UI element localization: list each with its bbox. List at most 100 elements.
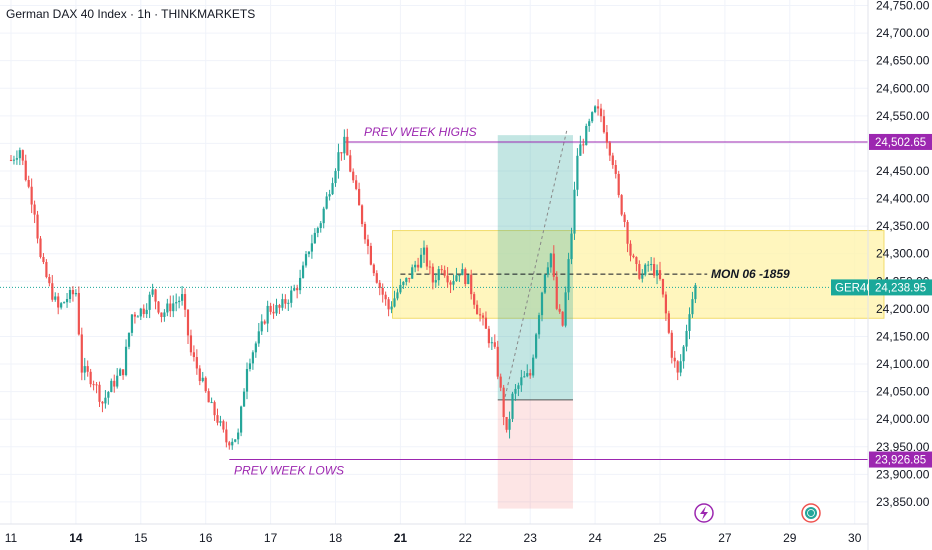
candle-body: [419, 254, 423, 268]
candle-body: [676, 361, 679, 373]
lightning-icon: [700, 506, 708, 520]
candle-body: [337, 152, 340, 171]
economic-event-badge[interactable]: [801, 503, 821, 523]
chart-title: German DAX 40 Index · 1h · THINKMARKETS: [6, 7, 255, 21]
candle-body: [561, 311, 564, 326]
candle-body: [181, 294, 184, 301]
candle-body: [51, 283, 54, 300]
candle-body: [476, 304, 479, 315]
candle-body: [139, 308, 142, 317]
candle-body: [119, 369, 122, 376]
candle-body: [178, 300, 181, 303]
candle-body: [169, 303, 172, 312]
candle-body: [653, 264, 656, 276]
candle-body: [355, 180, 358, 189]
candle-body: [136, 316, 139, 318]
candle-body: [349, 155, 352, 172]
candle-body: [210, 402, 213, 404]
candle-body: [617, 173, 620, 196]
candle-body: [60, 303, 63, 308]
time-tick-label: 27: [718, 531, 732, 545]
candle-body: [487, 328, 490, 344]
candle-body: [352, 171, 355, 181]
candle-body: [304, 254, 308, 266]
candle-body: [275, 305, 278, 314]
candle-body: [313, 232, 316, 244]
candle-body: [387, 299, 390, 310]
prev-week-highs-label: PREV WEEK HIGHS: [364, 125, 477, 139]
candle-body: [514, 388, 517, 394]
time-tick-label: 23: [524, 531, 538, 545]
candle-body: [130, 314, 134, 333]
candle-body: [260, 321, 263, 332]
candle-body: [688, 314, 691, 331]
candle-body: [552, 253, 555, 277]
candle-body: [381, 287, 384, 295]
candle-body: [172, 303, 175, 312]
lightning-badge[interactable]: [694, 503, 714, 523]
candle-body: [284, 299, 287, 304]
candle-body: [408, 277, 411, 279]
candle-body: [113, 380, 116, 387]
time-tick-label: 14: [69, 531, 83, 545]
candle-body: [502, 387, 505, 417]
candle-body: [127, 332, 131, 347]
candle-body: [189, 335, 193, 353]
candle-body: [175, 302, 178, 304]
candle-body: [346, 136, 349, 156]
candle-body: [24, 160, 27, 181]
candle-body: [116, 375, 119, 387]
prev-week-highs-price-tag: [869, 133, 932, 150]
candle-body: [434, 280, 437, 283]
candle-body: [54, 296, 57, 300]
candle-body: [543, 274, 547, 293]
time-tick-label: 30: [848, 531, 862, 545]
candle-body: [92, 384, 95, 386]
candle-body: [555, 276, 558, 309]
candle-body: [263, 321, 266, 324]
prev-week-highs-price-label: 24,502.65: [875, 137, 926, 149]
price-tick-label: 24,150.00: [876, 329, 930, 343]
long-position-stop-zone[interactable]: [497, 399, 573, 509]
time-tick-label: 24: [588, 531, 602, 545]
candle-body: [360, 205, 364, 225]
candle-body: [12, 159, 16, 161]
candle-body: [375, 273, 378, 283]
time-tick-label: 22: [459, 531, 473, 545]
candle-body: [399, 284, 402, 293]
candle-body: [183, 294, 187, 310]
time-tick-label: 17: [264, 531, 278, 545]
candle-body: [591, 112, 594, 122]
event-badge-inner: [805, 507, 817, 519]
candle-body: [511, 393, 514, 419]
candle-body: [257, 331, 260, 344]
price-axis[interactable]: 23,850.00 23,900.00 23,950.00 24,000.00 24,0…: [876, 0, 930, 509]
candle-body: [505, 416, 508, 430]
candle-body: [157, 301, 160, 313]
candle-body: [449, 282, 452, 285]
price-pane[interactable]: PREV WEEK HIGHS PREV WEEK LOWS MON 06 -185…: [0, 0, 885, 524]
time-axis[interactable]: 11 14 15 16 17 18 21 22 23 24 25 27 29 30: [5, 531, 862, 545]
candle-body: [414, 264, 417, 268]
candle-body: [467, 274, 470, 285]
candle-body: [95, 384, 98, 386]
candle-body: [328, 194, 331, 197]
time-tick-label: 29: [783, 531, 797, 545]
candle-body: [36, 214, 39, 239]
candle-body: [496, 346, 499, 377]
candle-body: [428, 266, 431, 268]
candle-body: [535, 334, 538, 358]
price-tick-label: 24,450.00: [876, 164, 930, 178]
candle-body: [160, 312, 163, 317]
candle-body: [594, 106, 597, 113]
candle-body: [343, 136, 346, 154]
candle-body: [151, 289, 154, 295]
price-tick-label: 24,600.00: [876, 81, 930, 95]
candle-body: [204, 377, 207, 392]
candle-body: [499, 376, 502, 388]
candle-body: [296, 288, 299, 291]
candle-body: [154, 289, 157, 302]
prev-week-lows-label: PREV WEEK LOWS: [234, 464, 344, 478]
mon-level-label: MON 06 -1859: [711, 267, 790, 281]
